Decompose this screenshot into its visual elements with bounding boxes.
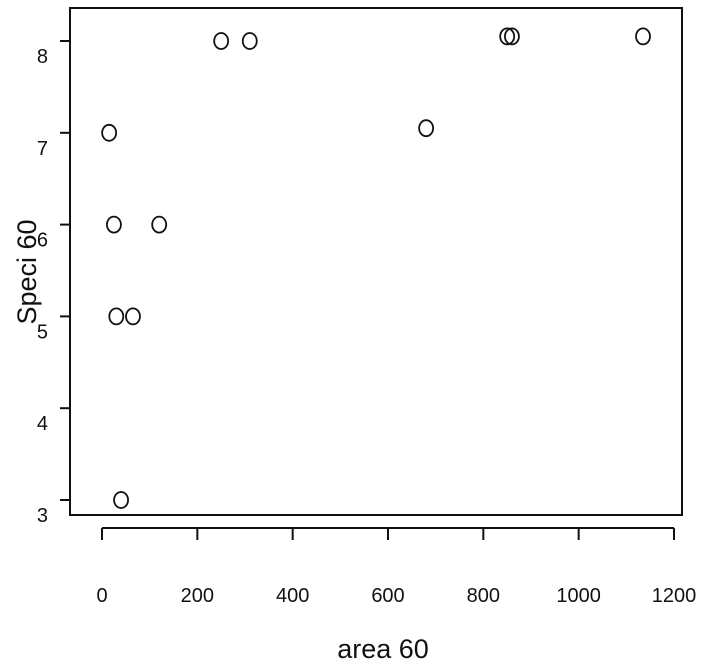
y-tick-label: 4 [37, 413, 48, 435]
data-point [125, 307, 141, 326]
data-point [101, 123, 118, 142]
data-point [504, 27, 520, 46]
y-tick-label: 7 [37, 138, 48, 160]
y-tick-label: 6 [37, 230, 48, 252]
x-tick-label: 800 [467, 585, 500, 607]
data-point [151, 215, 168, 234]
data-point [213, 32, 230, 50]
y-axis-title: Speci 60 [12, 219, 42, 324]
x-tick-label: 200 [181, 585, 214, 607]
x-tick-label: 1000 [556, 585, 601, 607]
x-tick-label: 600 [371, 585, 404, 607]
x-tick-label: 0 [96, 585, 107, 607]
x-tick-label: 1200 [652, 585, 697, 607]
data-point [113, 491, 129, 509]
data-point [108, 307, 125, 326]
data-point [241, 32, 258, 50]
x-axis: 0 200 400 600 800 1000 1200 [96, 527, 697, 607]
x-axis-title: area 60 [337, 634, 429, 664]
data-point [418, 119, 435, 138]
data-point [635, 27, 651, 46]
y-tick-label: 3 [37, 505, 48, 527]
y-axis: 3 4 5 6 7 8 [37, 40, 70, 527]
x-tick-label: 400 [276, 585, 309, 607]
data-point [106, 215, 122, 234]
data-point [499, 27, 516, 46]
y-tick-label: 5 [37, 321, 48, 343]
plot-frame [69, 7, 683, 516]
data-points [101, 27, 651, 509]
y-tick-label: 8 [37, 46, 48, 68]
